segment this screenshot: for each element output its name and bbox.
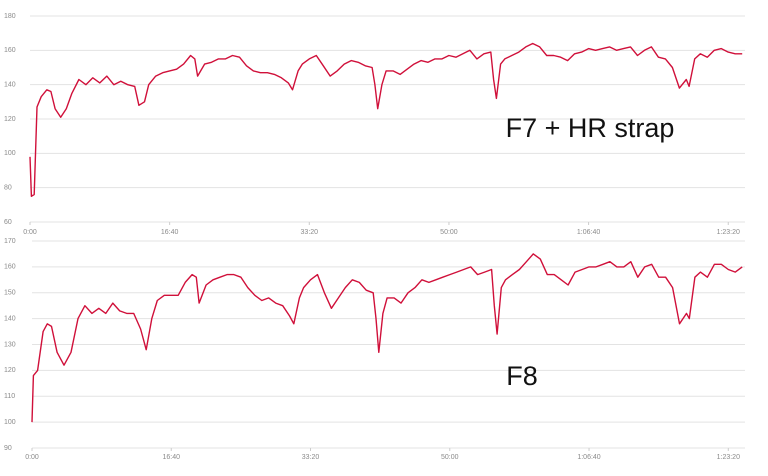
x-tick-label: 0:00 xyxy=(25,454,39,461)
x-tick-label: 1:23:20 xyxy=(717,454,740,461)
y-tick-label: 140 xyxy=(4,315,16,322)
y-tick-label: 80 xyxy=(4,185,12,192)
y-tick-label: 120 xyxy=(4,116,16,123)
y-tick-label: 170 xyxy=(4,238,16,245)
y-tick-label: 160 xyxy=(4,47,16,54)
y-tick-label: 120 xyxy=(4,367,16,374)
y-tick-label: 150 xyxy=(4,290,16,297)
y-tick-label: 140 xyxy=(4,82,16,89)
annotation: F8 xyxy=(506,361,538,391)
x-tick-label: 1:23:20 xyxy=(717,229,740,236)
y-tick-label: 110 xyxy=(4,393,15,400)
x-tick-label: 33:20 xyxy=(302,454,320,461)
y-tick-label: 60 xyxy=(4,219,12,226)
x-tick-label: 0:00 xyxy=(23,229,37,236)
hr-line xyxy=(31,253,743,423)
y-tick-label: 130 xyxy=(4,341,16,348)
x-tick-label: 50:00 xyxy=(441,454,459,461)
x-tick-label: 33:20 xyxy=(301,229,319,236)
hr-line xyxy=(29,42,743,197)
x-tick-label: 1:06:40 xyxy=(577,454,600,461)
x-tick-label: 50:00 xyxy=(440,229,458,236)
x-tick-label: 16:40 xyxy=(162,454,180,461)
y-tick-label: 180 xyxy=(4,13,16,20)
x-tick-label: 16:40 xyxy=(161,229,179,236)
y-tick-label: 100 xyxy=(4,419,16,426)
y-tick-label: 160 xyxy=(4,264,16,271)
y-tick-label: 90 xyxy=(4,445,12,452)
y-tick-label: 100 xyxy=(4,150,16,157)
x-tick-label: 1:06:40 xyxy=(577,229,600,236)
annotation: F7 + HR strap xyxy=(506,113,675,143)
